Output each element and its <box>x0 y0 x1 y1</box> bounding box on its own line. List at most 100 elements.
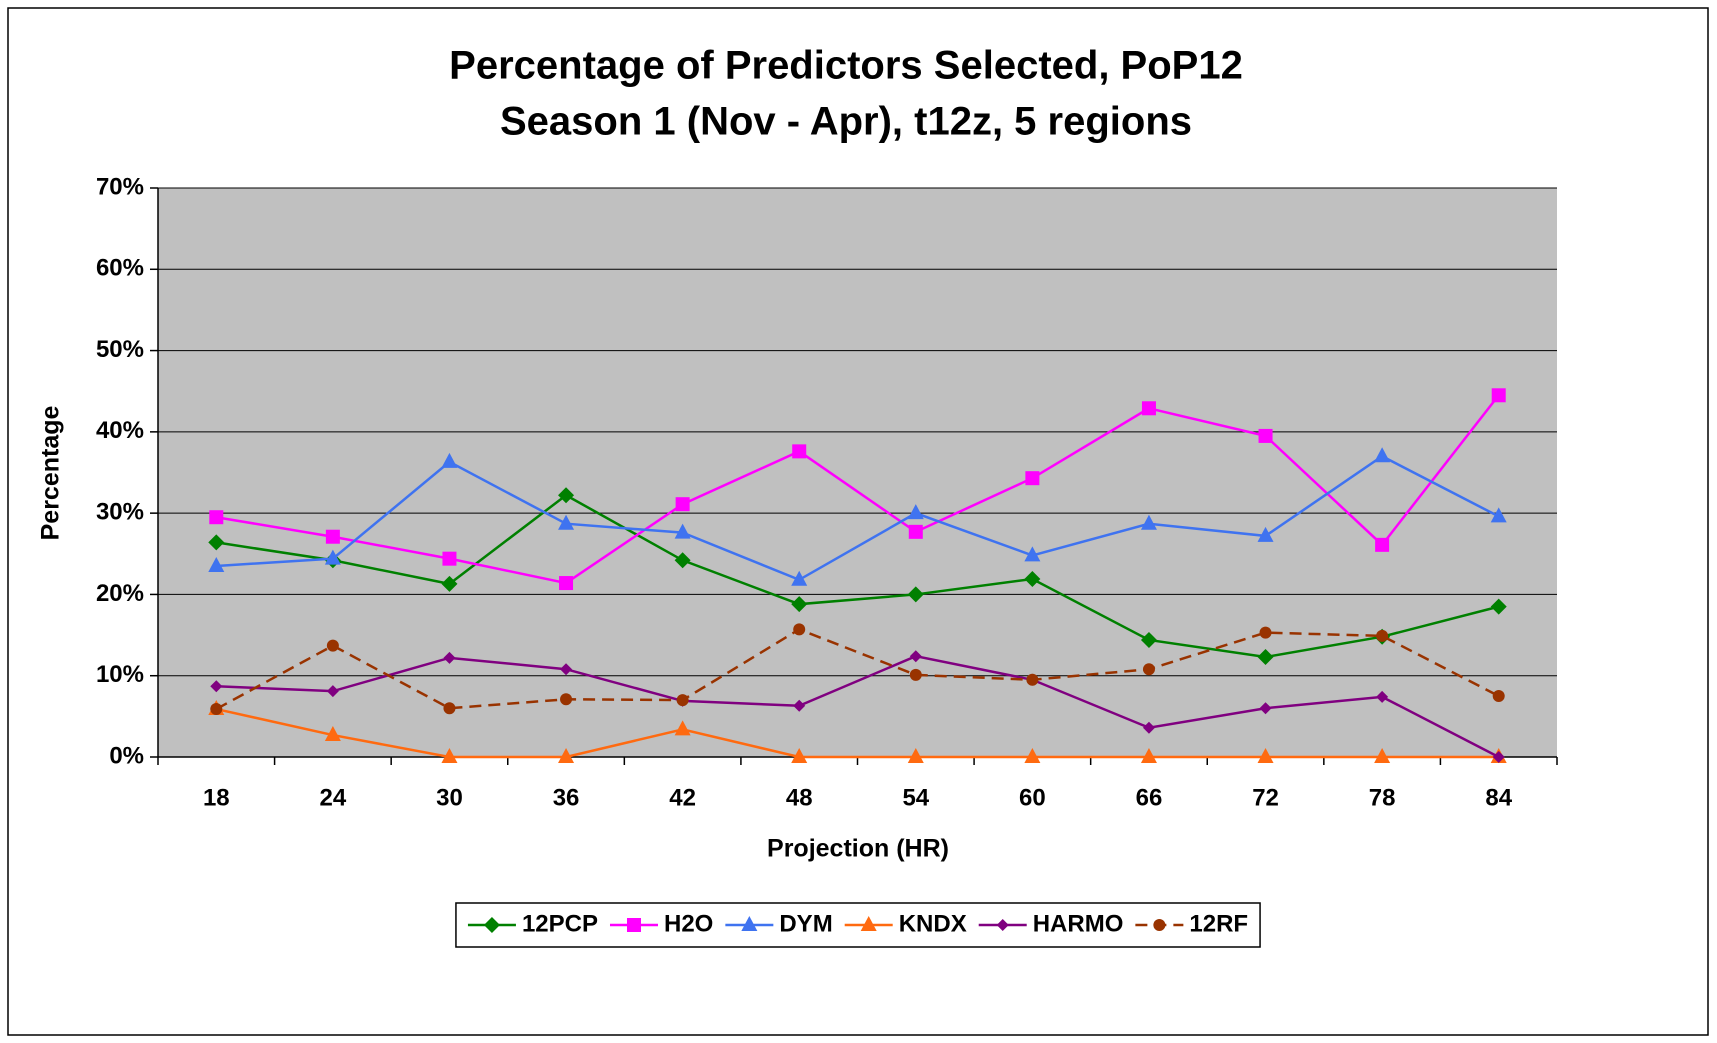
marker <box>1490 598 1507 615</box>
marker <box>996 919 1009 931</box>
marker <box>1374 447 1391 463</box>
marker <box>860 916 877 931</box>
marker <box>907 748 924 763</box>
marker <box>1024 748 1041 763</box>
x-tick-label: 48 <box>786 784 813 811</box>
marker <box>674 523 691 539</box>
y-tick-label: 60% <box>96 255 144 282</box>
x-tick-label: 84 <box>1485 784 1512 811</box>
marker <box>558 487 575 504</box>
legend-label: 12RF <box>1189 910 1248 937</box>
marker <box>1140 631 1157 648</box>
y-tick-label: 20% <box>96 580 144 607</box>
x-tick-label: 54 <box>902 784 929 811</box>
x-tick-label: 42 <box>669 784 696 811</box>
marker <box>210 680 223 693</box>
marker <box>1257 526 1274 542</box>
marker <box>443 651 456 664</box>
marker <box>1376 629 1389 642</box>
x-tick-label: 78 <box>1369 784 1396 811</box>
marker <box>326 639 339 652</box>
marker <box>907 586 924 603</box>
marker <box>210 703 223 716</box>
marker <box>1024 570 1041 587</box>
marker <box>793 699 806 712</box>
marker <box>1141 401 1156 416</box>
marker <box>326 685 339 698</box>
marker <box>441 452 458 468</box>
series-line <box>216 654 1500 759</box>
y-tick-label: 40% <box>96 417 144 444</box>
y-tick-label: 10% <box>96 661 144 688</box>
marker <box>1024 546 1041 562</box>
marker <box>559 576 574 591</box>
x-tick-label: 60 <box>1019 784 1046 811</box>
marker <box>908 524 923 539</box>
marker <box>1257 649 1274 666</box>
y-axis-title: Percentage <box>37 406 65 541</box>
series-line <box>216 707 1499 759</box>
marker <box>676 694 689 707</box>
marker <box>1491 388 1506 403</box>
legend-label: 12PCP <box>522 910 598 937</box>
marker <box>791 596 808 613</box>
marker <box>209 510 224 525</box>
marker <box>792 444 807 459</box>
marker <box>325 529 340 544</box>
x-tick-label: 24 <box>320 784 347 811</box>
marker <box>208 556 225 572</box>
marker <box>324 726 341 742</box>
marker <box>558 748 575 763</box>
marker <box>443 702 456 715</box>
x-tick-label: 36 <box>553 784 580 811</box>
marker <box>907 504 924 520</box>
marker <box>909 650 922 663</box>
marker <box>1490 507 1507 523</box>
legend-label: DYM <box>779 910 832 937</box>
marker <box>483 917 500 933</box>
marker <box>1375 537 1390 552</box>
legend-entry: HARMO <box>978 910 1124 937</box>
marker <box>1492 751 1505 763</box>
chart-title: Percentage of Predictors Selected, PoP12 <box>449 44 1243 88</box>
marker <box>1140 748 1157 763</box>
marker <box>1259 626 1272 639</box>
series-line <box>216 493 1500 659</box>
y-tick-label: 70% <box>96 173 144 200</box>
x-tick-label: 30 <box>436 784 463 811</box>
x-tick-label: 66 <box>1136 784 1163 811</box>
marker <box>1374 748 1391 763</box>
marker <box>1142 663 1155 676</box>
marker <box>560 663 573 676</box>
marker <box>1492 690 1505 703</box>
marker <box>674 720 691 736</box>
marker <box>558 514 575 530</box>
marker <box>560 693 573 706</box>
x-tick-label: 18 <box>203 784 230 811</box>
y-tick-label: 30% <box>96 498 144 525</box>
x-tick-label: 72 <box>1252 784 1279 811</box>
marker <box>1376 690 1389 703</box>
marker <box>442 551 457 566</box>
legend: 12PCP H2O DYM KNDX HARMO 12RF <box>455 902 1261 948</box>
marker <box>793 623 806 636</box>
marker <box>791 570 808 586</box>
legend-entry: 12PCP <box>467 910 598 937</box>
legend-label: HARMO <box>1033 910 1124 937</box>
x-axis-title: Projection (HR) <box>767 835 949 863</box>
y-tick-label: 50% <box>96 336 144 363</box>
series-line <box>216 454 1500 582</box>
plot-area <box>158 188 1557 757</box>
marker <box>441 748 458 763</box>
y-tick-label: 0% <box>109 742 144 769</box>
marker <box>1025 471 1040 486</box>
marker <box>1153 919 1166 931</box>
marker <box>791 748 808 763</box>
marker <box>1258 428 1273 443</box>
marker <box>674 552 691 569</box>
marker <box>1140 514 1157 530</box>
marker <box>208 534 225 551</box>
marker <box>1259 702 1272 715</box>
marker <box>441 575 458 592</box>
